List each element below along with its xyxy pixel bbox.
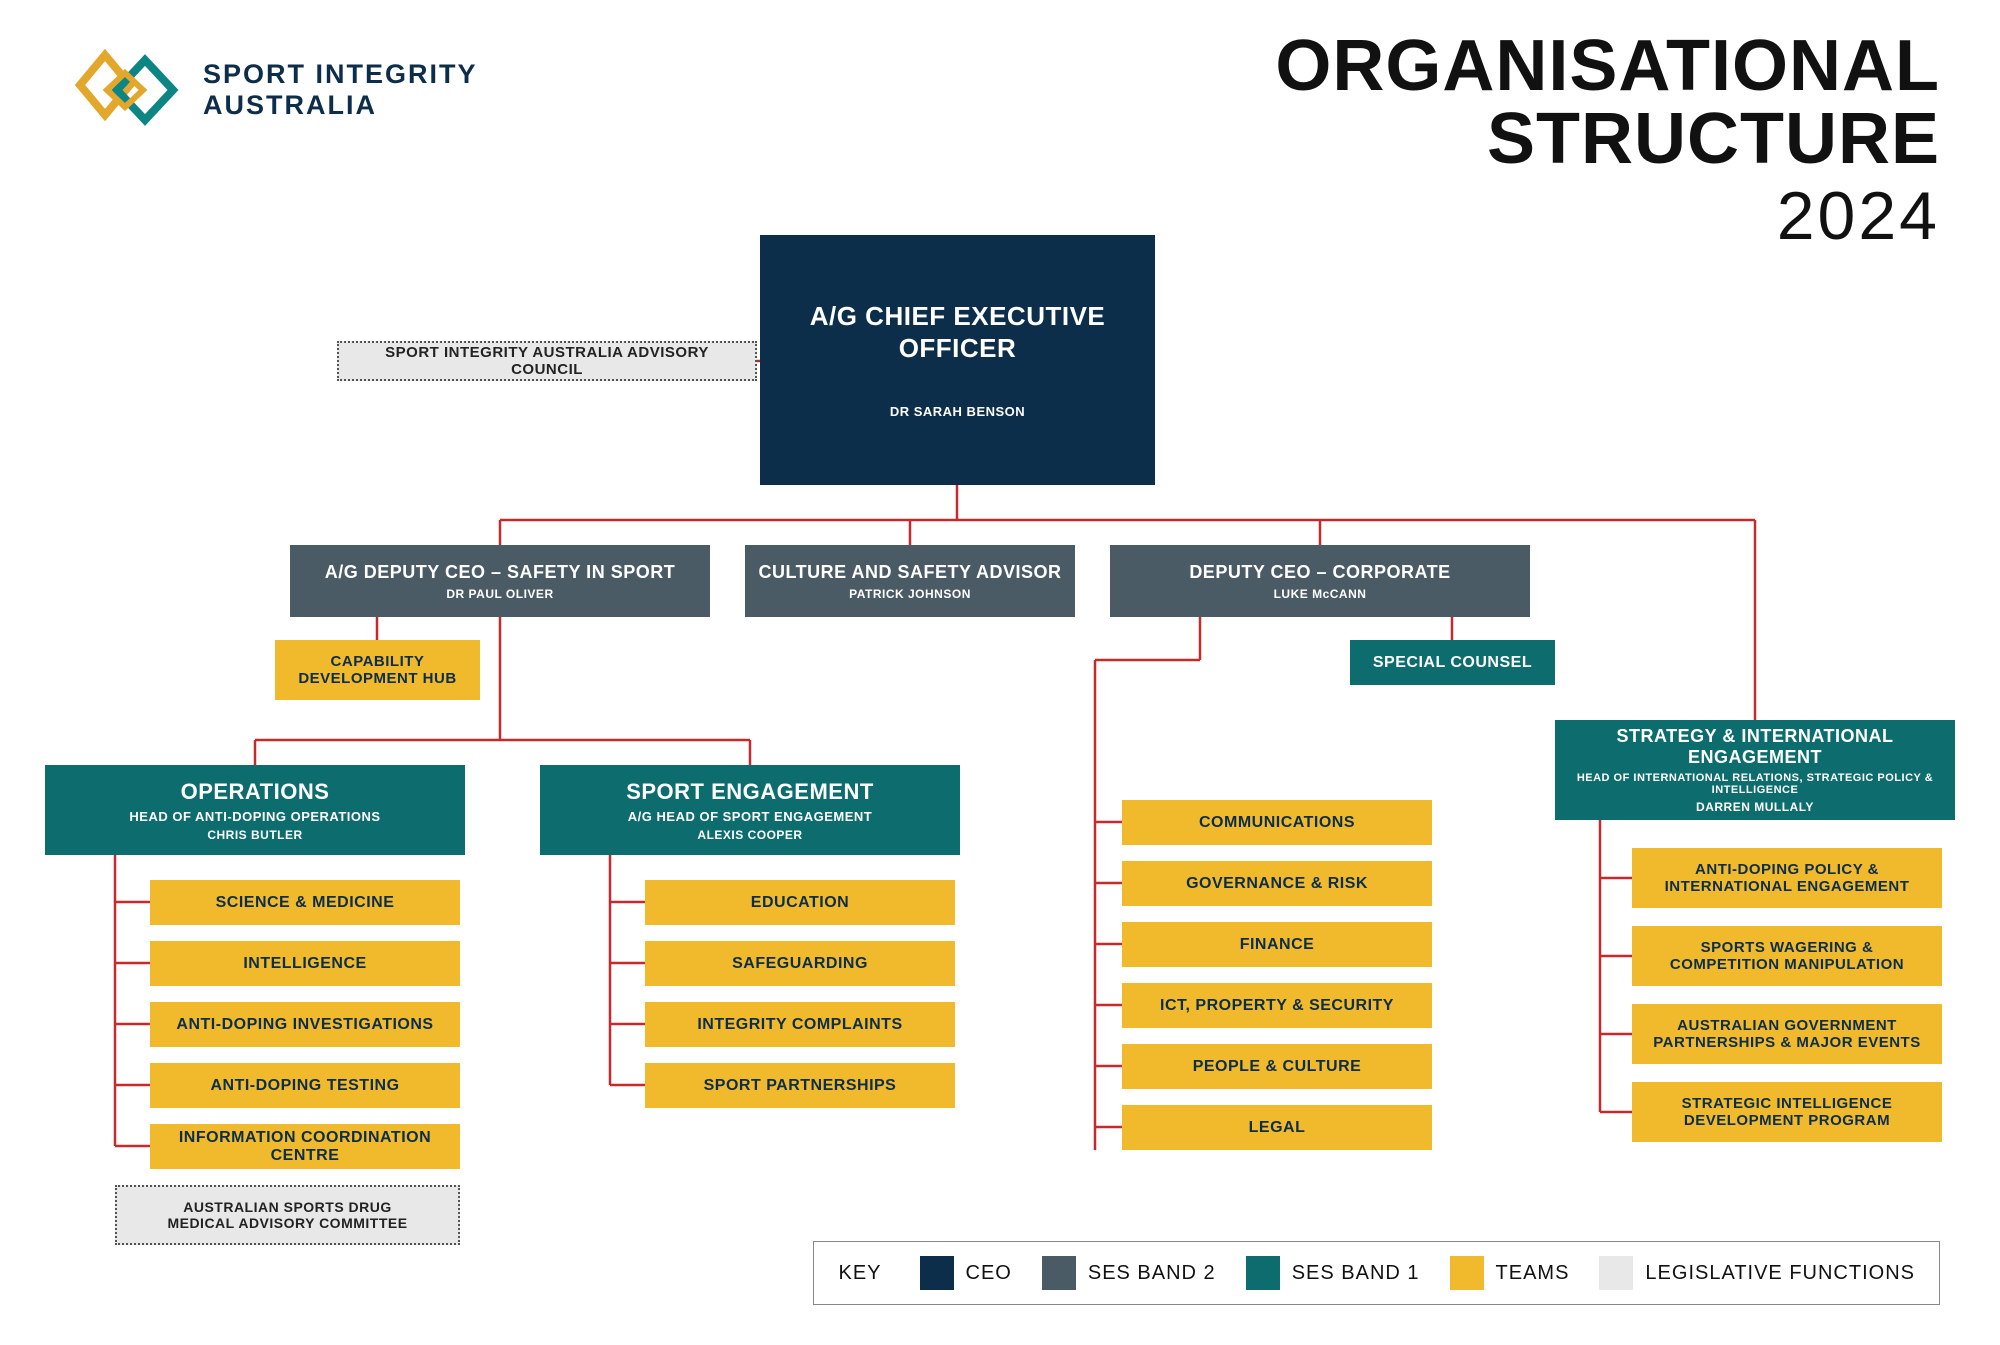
ceo-title: A/G CHIEF EXECUTIVE OFFICER <box>772 301 1143 363</box>
swatch-team <box>1450 1256 1484 1290</box>
key-team: TEAMS <box>1450 1256 1570 1290</box>
logo-icon <box>75 45 185 135</box>
page-title-block: ORGANISATIONAL STRUCTURE 2024 <box>1275 30 1940 255</box>
engagement-team-item: SAFEGUARDING <box>645 941 955 986</box>
swatch-ceo <box>920 1256 954 1290</box>
operations-title: OPERATIONS <box>181 779 330 805</box>
engagement-team-item: INTEGRITY COMPLAINTS <box>645 1002 955 1047</box>
ceo-person: DR SARAH BENSON <box>890 404 1025 419</box>
key-ceo: CEO <box>920 1256 1012 1290</box>
special-counsel-label: SPECIAL COUNSEL <box>1373 654 1532 672</box>
advisory-label: SPORT INTEGRITY AUSTRALIA ADVISORY COUNC… <box>351 344 743 378</box>
dep-safety-title: A/G DEPUTY CEO – SAFETY IN SPORT <box>325 562 675 583</box>
key-ses2-label: SES BAND 2 <box>1088 1262 1216 1285</box>
logo-block: SPORT INTEGRITY AUSTRALIA <box>75 45 478 135</box>
dep-corp-title: DEPUTY CEO – CORPORATE <box>1189 562 1450 583</box>
asdmac-node: AUSTRALIAN SPORTS DRUG MEDICAL ADVISORY … <box>115 1185 460 1245</box>
operations-team-item: ANTI-DOPING INVESTIGATIONS <box>150 1002 460 1047</box>
engagement-team-item: SPORT PARTNERSHIPS <box>645 1063 955 1108</box>
corporate-team-item: COMMUNICATIONS <box>1122 800 1432 845</box>
operations-team-item: SCIENCE & MEDICINE <box>150 880 460 925</box>
operations-team-item: INFORMATION COORDINATION CENTRE <box>150 1124 460 1169</box>
key-team-label: TEAMS <box>1496 1262 1570 1285</box>
dep-corp-person: LUKE McCANN <box>1274 587 1367 601</box>
strategy-team-item: AUSTRALIAN GOVERNMENT PARTNERSHIPS & MAJ… <box>1632 1004 1942 1064</box>
operations-team-item: INTELLIGENCE <box>150 941 460 986</box>
key-ses2: SES BAND 2 <box>1042 1256 1216 1290</box>
operations-team-item: ANTI-DOPING TESTING <box>150 1063 460 1108</box>
culture-person: PATRICK JOHNSON <box>849 587 971 601</box>
operations-node: OPERATIONS HEAD OF ANTI-DOPING OPERATION… <box>45 765 465 855</box>
key-ses1: SES BAND 1 <box>1246 1256 1420 1290</box>
strategy-node: STRATEGY & INTERNATIONAL ENGAGEMENT HEAD… <box>1555 720 1955 820</box>
legend-key: KEY CEO SES BAND 2 SES BAND 1 TEAMS LEGI… <box>813 1241 1940 1305</box>
org-chart-page: SPORT INTEGRITY AUSTRALIA ORGANISATIONAL… <box>0 0 2000 1345</box>
culture-advisor-node: CULTURE AND SAFETY ADVISOR PATRICK JOHNS… <box>745 545 1075 617</box>
asdmac-line1: AUSTRALIAN SPORTS DRUG <box>183 1199 392 1215</box>
culture-title: CULTURE AND SAFETY ADVISOR <box>758 562 1061 583</box>
title-year: 2024 <box>1275 177 1940 255</box>
strategy-team-item: STRATEGIC INTELLIGENCE DEVELOPMENT PROGR… <box>1632 1082 1942 1142</box>
swatch-ses2 <box>1042 1256 1076 1290</box>
strategy-team-item: ANTI-DOPING POLICY & INTERNATIONAL ENGAG… <box>1632 848 1942 908</box>
key-ses1-label: SES BAND 1 <box>1292 1262 1420 1285</box>
strategy-title: STRATEGY & INTERNATIONAL ENGAGEMENT <box>1567 726 1943 768</box>
strategy-team-item: SPORTS WAGERING & COMPETITION MANIPULATI… <box>1632 926 1942 986</box>
operations-sub: HEAD OF ANTI-DOPING OPERATIONS <box>129 809 380 824</box>
engagement-team-item: EDUCATION <box>645 880 955 925</box>
swatch-leg <box>1599 1256 1633 1290</box>
org-name-line1: SPORT INTEGRITY <box>203 59 478 90</box>
key-ceo-label: CEO <box>966 1262 1012 1285</box>
ceo-node: A/G CHIEF EXECUTIVE OFFICER DR SARAH BEN… <box>760 235 1155 485</box>
strategy-sub: HEAD OF INTERNATIONAL RELATIONS, STRATEG… <box>1567 772 1943 796</box>
engagement-person: ALEXIS COOPER <box>697 828 802 842</box>
title-line1: ORGANISATIONAL <box>1275 30 1940 103</box>
key-leg: LEGISLATIVE FUNCTIONS <box>1599 1256 1915 1290</box>
deputy-corporate-node: DEPUTY CEO – CORPORATE LUKE McCANN <box>1110 545 1530 617</box>
operations-person: CHRIS BUTLER <box>207 828 302 842</box>
engagement-sub: A/G HEAD OF SPORT ENGAGEMENT <box>628 809 872 824</box>
advisory-council-node: SPORT INTEGRITY AUSTRALIA ADVISORY COUNC… <box>337 341 757 381</box>
corporate-team-item: LEGAL <box>1122 1105 1432 1150</box>
sport-engagement-node: SPORT ENGAGEMENT A/G HEAD OF SPORT ENGAG… <box>540 765 960 855</box>
key-leg-label: LEGISLATIVE FUNCTIONS <box>1645 1262 1915 1285</box>
deputy-safety-node: A/G DEPUTY CEO – SAFETY IN SPORT DR PAUL… <box>290 545 710 617</box>
swatch-ses1 <box>1246 1256 1280 1290</box>
corporate-team-item: PEOPLE & CULTURE <box>1122 1044 1432 1089</box>
corporate-team-item: FINANCE <box>1122 922 1432 967</box>
strategy-person: DARREN MULLALY <box>1696 800 1814 814</box>
logo-text: SPORT INTEGRITY AUSTRALIA <box>203 59 478 121</box>
corporate-team-item: ICT, PROPERTY & SECURITY <box>1122 983 1432 1028</box>
org-name-line2: AUSTRALIA <box>203 90 478 121</box>
asdmac-line2: MEDICAL ADVISORY COMMITTEE <box>167 1215 407 1231</box>
capability-hub-node: CAPABILITY DEVELOPMENT HUB <box>275 640 480 700</box>
dep-safety-person: DR PAUL OLIVER <box>446 587 553 601</box>
title-line2: STRUCTURE <box>1275 103 1940 176</box>
corporate-team-item: GOVERNANCE & RISK <box>1122 861 1432 906</box>
cap-hub-label: CAPABILITY DEVELOPMENT HUB <box>287 653 468 687</box>
key-label: KEY <box>838 1262 881 1285</box>
special-counsel-node: SPECIAL COUNSEL <box>1350 640 1555 685</box>
engagement-title: SPORT ENGAGEMENT <box>626 779 874 805</box>
